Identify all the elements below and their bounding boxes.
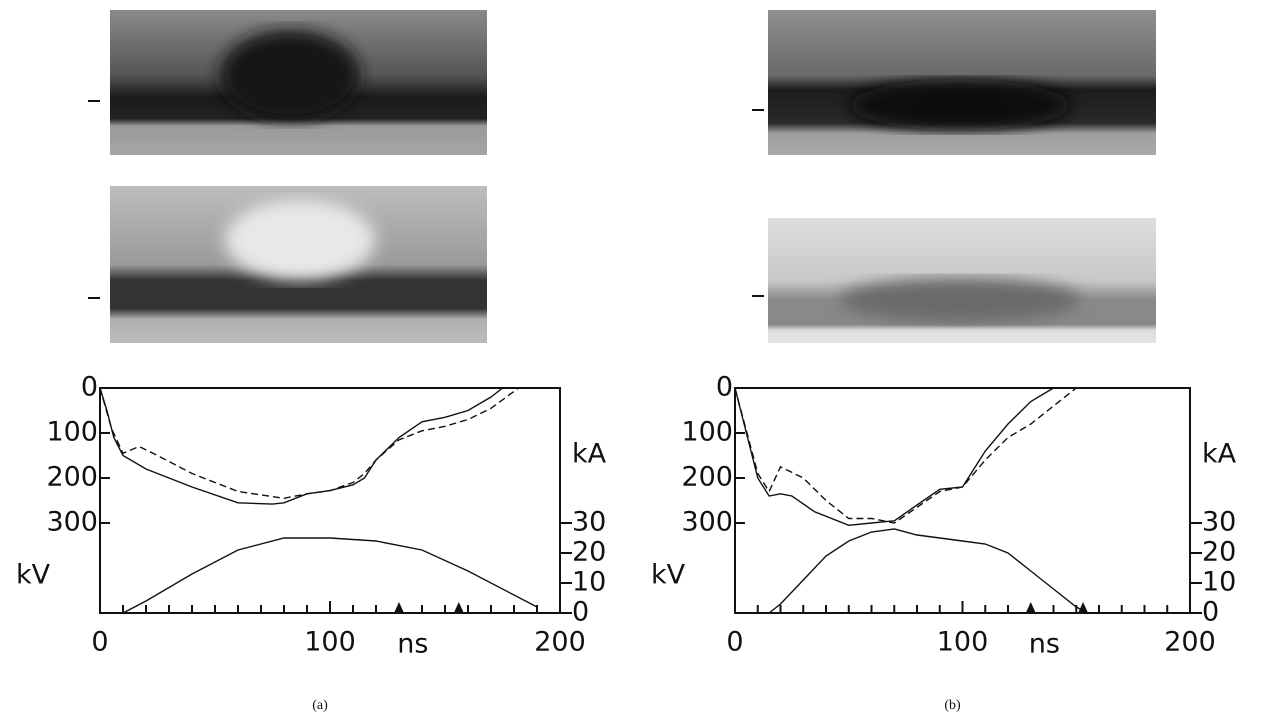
photo-feature [840,278,1080,322]
y2-tick-label: 0 [1202,597,1219,628]
x-axis-label: ns [1029,629,1060,660]
y2-tick-label: 10 [1202,567,1236,598]
y2-axis-label: kA [572,439,607,470]
y-tick-label: 200 [46,462,98,493]
x-tick-label: 0 [726,627,743,658]
y-tick-label: 100 [681,417,733,448]
y2-tick-label: 20 [572,537,606,568]
photo-feature [850,80,1070,130]
y-axis-label: kV [16,560,51,591]
y-tick-label: 0 [81,372,98,403]
series-line [99,387,503,505]
time-marker [1078,602,1089,613]
x-tick-label: 0 [91,627,108,658]
y-tick-label: 100 [46,417,98,448]
series-line [122,537,538,614]
photo-feature [225,200,375,280]
series-line [734,387,1077,524]
series-line [99,387,520,500]
series-line [734,387,1054,527]
time-marker [453,602,464,613]
caption: (a) [312,698,328,713]
x-tick-label: 100 [937,627,989,658]
photo-feature [220,30,360,120]
y-tick-label: 200 [681,462,733,493]
y2-tick-label: 20 [1202,537,1236,568]
photographs [88,10,1156,343]
y-tick-label: 300 [681,507,733,538]
x-tick-label: 100 [304,627,356,658]
time-marker [1025,602,1036,613]
x-axis-label: ns [397,629,428,660]
y2-tick-label: 10 [572,567,606,598]
x-tick-label: 200 [1164,627,1216,658]
caption: (b) [944,698,961,713]
y2-tick-label: 0 [572,597,589,628]
y-tick-label: 300 [46,507,98,538]
y-axis-label: kV [651,560,686,591]
y2-tick-label: 30 [1202,507,1236,538]
y2-tick-label: 30 [572,507,606,538]
y2-axis-label: kA [1202,439,1237,470]
plot-frame [99,387,561,614]
time-marker [394,602,404,613]
series-line [768,528,1088,614]
y-tick-label: 0 [716,372,733,403]
x-tick-label: 200 [534,627,586,658]
